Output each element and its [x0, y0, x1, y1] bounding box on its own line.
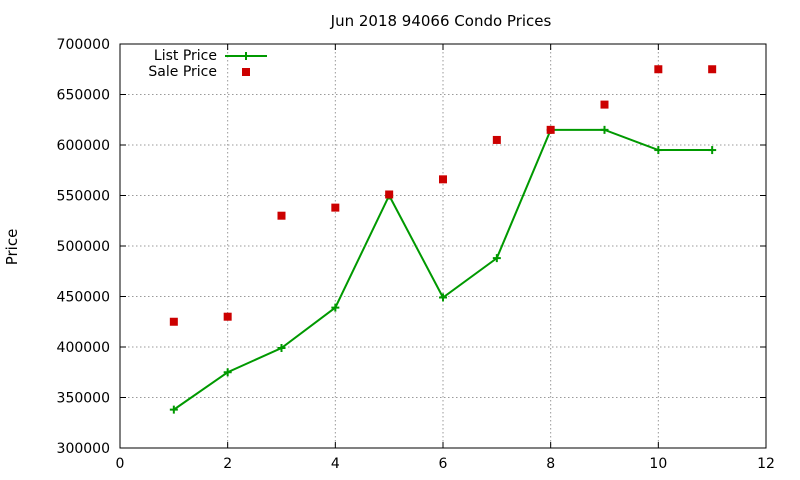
data-point-list-price [492, 254, 501, 263]
y-tick-label: 600000 [57, 138, 110, 154]
y-tick-label: 350000 [57, 391, 110, 407]
legend-marker-list-price [242, 52, 250, 60]
x-tick-label: 10 [649, 456, 667, 472]
y-tick-label: 450000 [57, 290, 110, 306]
data-point-list-price [169, 405, 178, 414]
data-point-sale-price [439, 175, 447, 184]
x-tick-label: 4 [331, 456, 340, 472]
x-tick-label: 2 [223, 456, 232, 472]
data-point-sale-price [492, 135, 501, 144]
x-tick-label: 12 [757, 456, 775, 472]
legend-label-sale-price: Sale Price [148, 64, 217, 80]
grid [120, 44, 766, 448]
legend-label-list-price: List Price [154, 48, 217, 64]
y-tick-labels: 300000 350000 400000 450000 500000 550000 6000… [57, 37, 110, 457]
data-point-list-price [600, 125, 609, 134]
x-tick-labels: 0 2 4 6 8 10 12 [116, 456, 775, 472]
y-tick-label: 500000 [57, 239, 110, 255]
y-tick-label: 650000 [57, 88, 110, 104]
y-tick-label: 300000 [57, 441, 110, 457]
data-point-sale-price [331, 203, 340, 212]
data-point-sale-price [277, 211, 286, 220]
data-point-sale-price [546, 125, 555, 134]
series-line-list-price [173, 128, 713, 411]
x-tick-label: 6 [439, 456, 448, 472]
x-tick-label: 8 [546, 456, 555, 472]
data-point-sale-price [223, 312, 232, 321]
y-axis-label: Price [3, 229, 21, 266]
legend-marker-sale-price [242, 68, 250, 76]
data-point-list-price [439, 293, 447, 302]
data-point-sale-price [654, 65, 663, 74]
data-point-list-price [654, 146, 663, 155]
data-point-list-price [331, 303, 340, 312]
x-tick-label: 0 [116, 456, 125, 472]
y-tick-label: 700000 [57, 37, 110, 53]
legend: List Price Sale Price [148, 48, 267, 80]
data-point-list-price [223, 368, 232, 377]
y-tick-label: 550000 [57, 189, 110, 205]
chart-title: Jun 2018 94066 Condo Prices [330, 12, 552, 30]
data-point-list-price [708, 146, 717, 155]
data-point-sale-price [600, 100, 609, 109]
y-tick-label: 400000 [57, 340, 110, 356]
data-point-sale-price [708, 65, 717, 74]
data-point-list-price [277, 344, 286, 353]
plot-border [119, 43, 767, 449]
data-point-sale-price [385, 190, 394, 199]
data-point-sale-price [169, 317, 178, 326]
series [169, 65, 717, 414]
